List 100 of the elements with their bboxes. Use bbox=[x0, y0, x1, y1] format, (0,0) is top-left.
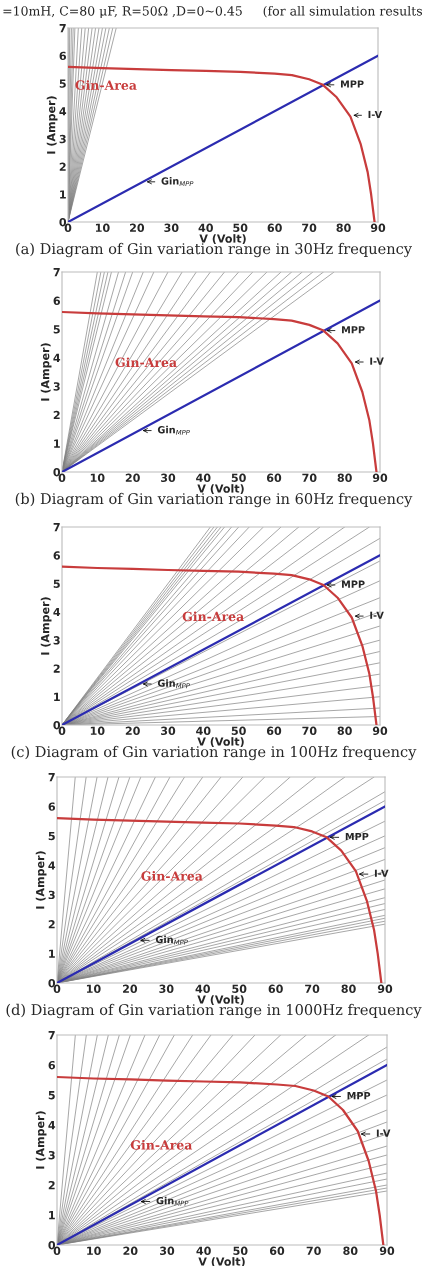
x-tick-label: 80 bbox=[341, 984, 356, 993]
y-tick-label: 2 bbox=[53, 664, 60, 673]
y-tick-label: 4 bbox=[53, 353, 61, 362]
x-tick-label: 80 bbox=[337, 726, 352, 735]
annotation: Gin$_{MPP}$ bbox=[155, 935, 188, 945]
x-tick-label: 60 bbox=[266, 473, 282, 482]
annotation: I-V bbox=[376, 1129, 391, 1137]
annotation: Gin-Area bbox=[75, 80, 137, 90]
annotation: Gin-Area bbox=[115, 357, 177, 368]
annotation: MPP bbox=[342, 326, 365, 334]
x-tick-label: 30 bbox=[161, 473, 176, 482]
x-tick-label: 50 bbox=[232, 984, 247, 993]
x-tick-label: 70 bbox=[306, 1246, 321, 1255]
annotation: I-V bbox=[370, 611, 384, 619]
y-tick-label: 4 bbox=[53, 607, 61, 617]
annotation: MPP bbox=[345, 832, 369, 841]
y-tick-label: 2 bbox=[48, 920, 55, 929]
x-tick-label: 20 bbox=[123, 1246, 138, 1255]
y-tick-label: 3 bbox=[59, 134, 66, 144]
x-tick-label: 60 bbox=[268, 984, 283, 993]
x-tick-label: 40 bbox=[195, 984, 210, 993]
y-tick-label: 5 bbox=[48, 1091, 55, 1100]
annotation: Gin$_{MPP}$ bbox=[157, 679, 190, 689]
x-tick-label: 40 bbox=[196, 1246, 211, 1255]
y-tick-label: 1 bbox=[49, 949, 55, 958]
x-tick-label: 20 bbox=[123, 984, 138, 993]
y-tick-label: 2 bbox=[48, 1180, 55, 1190]
annotation: Gin-Area bbox=[182, 611, 244, 622]
x-axis-title: V (Volt) bbox=[197, 995, 244, 1006]
x-tick-label: 10 bbox=[90, 726, 105, 735]
x-tick-label: 50 bbox=[233, 1246, 248, 1255]
annotation: I-V bbox=[374, 869, 389, 877]
x-tick-label: 90 bbox=[370, 223, 386, 232]
y-tick-label: 3 bbox=[48, 1150, 55, 1160]
x-tick-label: 70 bbox=[302, 223, 317, 232]
y-axis-title: I (Amper) bbox=[46, 96, 58, 154]
y-tick-label: 4 bbox=[59, 107, 67, 116]
x-tick-label: 30 bbox=[164, 223, 179, 232]
y-axis-title: I (Amper) bbox=[40, 597, 52, 655]
x-tick-label: 10 bbox=[90, 473, 105, 482]
annotation: Gin-Area bbox=[130, 1139, 193, 1150]
x-tick-label: 80 bbox=[337, 473, 352, 482]
y-tick-label: 6 bbox=[48, 802, 56, 811]
x-tick-label: 60 bbox=[269, 1246, 285, 1255]
y-tick-label: 3 bbox=[53, 636, 60, 645]
y-tick-label: 4 bbox=[48, 861, 56, 870]
y-tick-label: 3 bbox=[48, 890, 55, 900]
y-tick-label: 5 bbox=[53, 325, 60, 334]
x-tick-label: 70 bbox=[305, 984, 320, 993]
x-tick-label: 20 bbox=[125, 473, 140, 482]
y-tick-label: 3 bbox=[53, 382, 60, 391]
annotation: MPP bbox=[347, 1092, 371, 1100]
annotation: Gin$_{MPP}$ bbox=[157, 425, 190, 435]
x-tick-label: 30 bbox=[159, 984, 174, 993]
y-tick-label: 5 bbox=[53, 579, 60, 588]
x-tick-label: 30 bbox=[161, 726, 176, 735]
x-tick-label: 40 bbox=[196, 473, 211, 482]
y-tick-label: 6 bbox=[53, 296, 61, 305]
y-tick-label: 5 bbox=[59, 79, 66, 88]
x-tick-label: 10 bbox=[95, 223, 110, 232]
y-tick-label: 7 bbox=[59, 24, 66, 33]
x-tick-label: 10 bbox=[87, 1246, 101, 1255]
annotation: I-V bbox=[368, 110, 383, 118]
y-tick-label: 7 bbox=[53, 268, 60, 277]
annotation: Gin-Area bbox=[141, 871, 203, 881]
x-tick-label: 20 bbox=[130, 223, 145, 232]
x-tick-label: 10 bbox=[86, 984, 101, 993]
y-tick-label: 7 bbox=[48, 1031, 55, 1040]
y-axis-title: I (Amper) bbox=[40, 343, 52, 401]
x-tick-label: 30 bbox=[160, 1246, 175, 1255]
y-tick-label: 1 bbox=[49, 1211, 55, 1220]
x-tick-label: 70 bbox=[302, 473, 317, 482]
x-tick-label: 90 bbox=[372, 473, 388, 482]
y-axis-title: I (Amper) bbox=[35, 1111, 47, 1169]
x-tick-label: 70 bbox=[302, 726, 317, 735]
y-tick-label: 1 bbox=[54, 439, 60, 448]
y-tick-label: 1 bbox=[60, 190, 66, 199]
y-tick-label: 7 bbox=[53, 523, 60, 532]
x-tick-label: 20 bbox=[125, 726, 140, 735]
y-tick-label: 4 bbox=[48, 1121, 56, 1130]
y-tick-label: 6 bbox=[53, 551, 61, 560]
y-tick-label: 5 bbox=[48, 831, 55, 841]
annotation: MPP bbox=[341, 80, 364, 88]
y-axis-title: I (Amper) bbox=[35, 851, 47, 909]
y-tick-label: 1 bbox=[54, 692, 60, 701]
y-tick-label: 6 bbox=[59, 51, 67, 61]
y-tick-label: 2 bbox=[53, 410, 60, 420]
annotation: Gin$_{MPP}$ bbox=[156, 1196, 189, 1206]
x-tick-label: 40 bbox=[198, 223, 213, 232]
y-tick-label: 7 bbox=[48, 773, 55, 782]
x-tick-label: 50 bbox=[233, 223, 248, 232]
annotation: I-V bbox=[370, 357, 384, 365]
y-tick-label: 2 bbox=[59, 162, 66, 171]
x-tick-label: 90 bbox=[379, 1246, 395, 1255]
x-tick-label: 50 bbox=[231, 726, 246, 735]
x-tick-label: 80 bbox=[343, 1246, 358, 1255]
x-tick-label: 40 bbox=[196, 726, 211, 735]
x-tick-label: 60 bbox=[267, 223, 282, 232]
x-tick-label: 60 bbox=[266, 726, 282, 735]
y-tick-label: 6 bbox=[48, 1060, 56, 1070]
